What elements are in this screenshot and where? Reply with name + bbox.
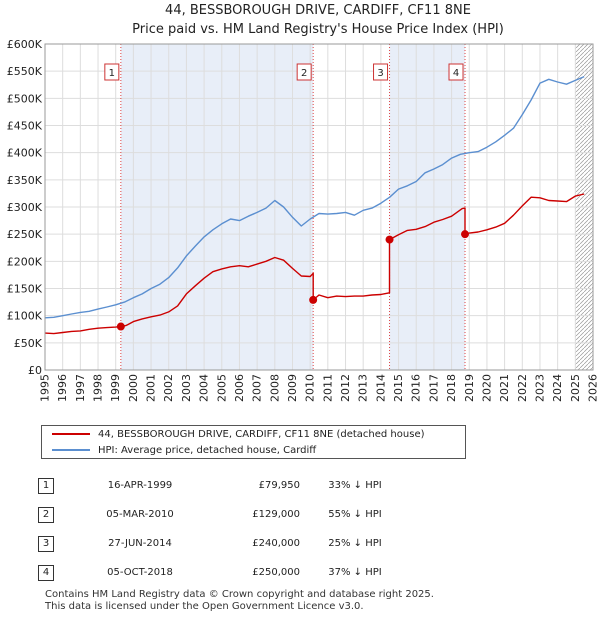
y-tick-label: £350K	[7, 174, 43, 187]
sale-hpi-diff: 55% ↓ HPI	[328, 509, 382, 520]
sale-date: 27-JUN-2014	[108, 538, 172, 549]
sale-price: £250,000	[252, 567, 300, 578]
x-tick-label: 2001	[145, 374, 158, 402]
table-row: 2 05-MAR-2010 £129,000 55% ↓ HPI	[38, 500, 410, 529]
price-chart: 44, BESSBOROUGH DRIVE, CARDIFF, CF11 8NE…	[7, 3, 600, 402]
x-tick-label: 2015	[392, 374, 405, 402]
sales-table: 1 16-APR-1999 £79,950 33% ↓ HPI 2 05-MAR…	[38, 471, 410, 587]
plot-border	[44, 43, 594, 371]
y-tick-label: £400K	[7, 147, 43, 160]
sale-hpi-diff: 33% ↓ HPI	[328, 480, 382, 491]
x-tick-label: 2020	[480, 374, 493, 402]
hpi-line	[44, 75, 585, 319]
sale-marker-label: 4	[453, 68, 459, 79]
table-row: 1 16-APR-1999 £79,950 33% ↓ HPI	[38, 471, 410, 500]
x-tick-label: 1999	[109, 374, 122, 402]
x-tick-label: 2007	[251, 374, 264, 402]
sale-marker-box	[373, 63, 389, 81]
sale-price: £240,000	[252, 538, 300, 549]
x-tick-label: 1998	[92, 374, 105, 402]
chart-subtitle: Price paid vs. HM Land Registry's House …	[132, 22, 504, 37]
legend-swatch-hpi	[52, 449, 90, 451]
x-tick-label: 2023	[533, 374, 546, 402]
footer-attribution: Contains HM Land Registry data © Crown c…	[45, 589, 434, 613]
y-tick-label: £0	[28, 364, 42, 377]
sale-marker-box	[296, 63, 312, 81]
x-tick-label: 1997	[74, 374, 87, 402]
y-tick-label: £50K	[14, 337, 43, 350]
x-tick-label: 2002	[162, 374, 175, 402]
sale-hpi-diff: 37% ↓ HPI	[328, 567, 382, 578]
x-tick-label: 2017	[427, 374, 440, 402]
legend-label-property: 44, BESSBOROUGH DRIVE, CARDIFF, CF11 8NE…	[98, 428, 425, 440]
sale-point	[309, 295, 318, 304]
sale-marker-label: 3	[377, 68, 383, 79]
x-tick-label: 2006	[233, 374, 246, 402]
x-tick-label: 2000	[127, 374, 140, 402]
x-tick-label: 2016	[410, 374, 423, 402]
legend-item-property: 44, BESSBOROUGH DRIVE, CARDIFF, CF11 8NE…	[52, 426, 425, 442]
y-tick-label: £450K	[7, 120, 43, 133]
x-tick-label: 2025	[569, 374, 582, 402]
x-tick-label: 2014	[374, 374, 387, 402]
x-tick-label: 2021	[498, 374, 511, 402]
sale-number: 1	[38, 477, 54, 494]
y-tick-label: £200K	[7, 255, 43, 268]
chart-title: 44, BESSBOROUGH DRIVE, CARDIFF, CF11 8NE	[165, 3, 471, 18]
footer-line-1: Contains HM Land Registry data © Crown c…	[45, 589, 434, 600]
footer-line-2: This data is licensed under the Open Gov…	[45, 601, 364, 612]
sale-marker-label: 1	[109, 68, 115, 79]
y-tick-label: £600K	[7, 38, 43, 51]
legend-label-hpi: HPI: Average price, detached house, Card…	[98, 444, 317, 456]
x-tick-label: 2011	[321, 374, 334, 402]
sale-marker-label: 2	[301, 68, 307, 79]
sale-number: 2	[38, 506, 54, 523]
sale-point	[461, 230, 470, 239]
sale-marker-box	[448, 63, 464, 81]
x-tick-label: 2009	[286, 374, 299, 402]
x-tick-label: 2024	[551, 374, 564, 402]
sale-date: 05-MAR-2010	[106, 509, 174, 520]
x-tick-label: 1995	[39, 374, 52, 402]
legend-swatch-property	[52, 433, 90, 435]
sale-marker-box	[104, 63, 120, 81]
y-tick-label: £500K	[7, 92, 43, 105]
x-tick-label: 2010	[304, 374, 317, 402]
x-tick-label: 2004	[198, 374, 211, 402]
x-tick-label: 2026	[587, 374, 600, 402]
x-tick-label: 2019	[463, 374, 476, 402]
table-row: 4 05-OCT-2018 £250,000 37% ↓ HPI	[38, 558, 410, 587]
sale-point	[385, 235, 394, 244]
sale-number: 3	[38, 535, 54, 552]
sale-number: 4	[38, 564, 54, 581]
sale-price: £79,950	[258, 480, 300, 491]
sale-date: 05-OCT-2018	[107, 567, 173, 578]
legend: 44, BESSBOROUGH DRIVE, CARDIFF, CF11 8NE…	[41, 425, 466, 459]
sale-price: £129,000	[252, 509, 300, 520]
y-tick-label: £300K	[7, 201, 43, 214]
x-tick-label: 2022	[516, 374, 529, 402]
y-tick-label: £550K	[7, 65, 43, 78]
x-tick-label: 1996	[56, 374, 69, 402]
y-tick-label: £100K	[7, 310, 43, 323]
sale-date: 16-APR-1999	[107, 480, 173, 491]
x-tick-label: 2008	[268, 374, 281, 402]
y-tick-label: £250K	[7, 228, 43, 241]
property-price-line	[44, 193, 585, 335]
sale-point	[116, 322, 125, 331]
x-tick-label: 2012	[339, 374, 352, 402]
x-tick-label: 2018	[445, 374, 458, 402]
table-row: 3 27-JUN-2014 £240,000 25% ↓ HPI	[38, 529, 410, 558]
sale-hpi-diff: 25% ↓ HPI	[328, 538, 382, 549]
y-tick-label: £150K	[7, 283, 43, 296]
x-tick-label: 2003	[180, 374, 193, 402]
legend-item-hpi: HPI: Average price, detached house, Card…	[52, 442, 316, 458]
x-tick-label: 2005	[215, 374, 228, 402]
x-tick-label: 2013	[357, 374, 370, 402]
